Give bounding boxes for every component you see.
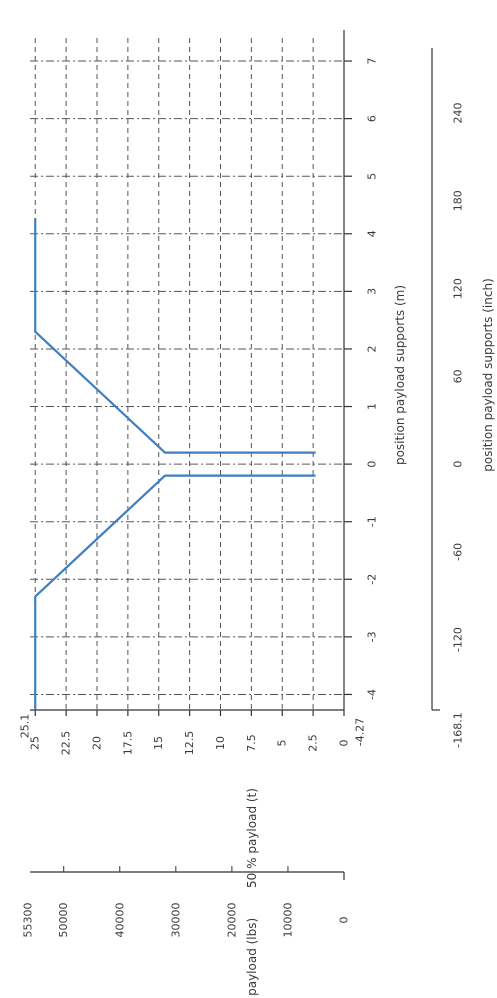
payload-t-tick-label-9: 22.5 (60, 731, 73, 756)
position-tick-label-6: 2 (366, 345, 379, 352)
inch-tick-label-1: -60 (452, 543, 465, 561)
payload-t-tick-label-3: 7.5 (245, 734, 258, 752)
position-tick-label-11: 7 (366, 58, 379, 65)
payload-t-tick-label-7: 17.5 (121, 731, 134, 756)
grid (30, 38, 344, 710)
series-line-0 (34, 474, 316, 710)
lbs-tick-label-4: 40000 (113, 903, 126, 938)
inch-min-label: -168.1 (452, 712, 465, 747)
lbs-max-label: 55300 (22, 903, 35, 938)
inch-tick-label-2: 0 (452, 461, 465, 468)
position-tick-label-10: 6 (366, 115, 379, 122)
lbs-axis-label: 50 % payload (lbs) (245, 918, 259, 998)
lbs-tick-label-0: 0 (338, 917, 351, 924)
lbs-tick-label-3: 30000 (169, 903, 182, 938)
lbs-tick-label-5: 50000 (57, 903, 70, 938)
payload-t-tick-label-10: 25 (29, 736, 42, 750)
position-tick-label-4: 0 (366, 461, 379, 468)
position-tick-label-3: -1 (366, 516, 379, 527)
position-tick-label-0: -4 (366, 689, 379, 700)
position-min-label: -4.27 (354, 718, 367, 746)
position-tick-label-2: -2 (366, 574, 379, 585)
lbs-tick-label-1: 10000 (281, 903, 294, 938)
position-tick-label-9: 5 (366, 173, 379, 180)
payload-t-tick-label-8: 20 (90, 736, 103, 750)
inch-tick-label-6: 240 (452, 103, 465, 124)
payload-t-axis-label: 50 % payload (t) (245, 788, 259, 888)
inch-axis-label: position payload supports (inch) (481, 278, 495, 472)
series-lines (34, 218, 316, 710)
payload-t-tick-label-1: 2.5 (307, 734, 320, 752)
payload-t-tick-label-4: 10 (214, 736, 227, 750)
position-tick-label-1: -3 (366, 631, 379, 642)
position-tick-label-8: 4 (366, 230, 379, 237)
tick-labels: -4 -3 -2 -1 0 1 2 3 4 5 6 7 -4.27 position payload su… (19, 58, 496, 998)
position-tick-label-5: 1 (366, 403, 379, 410)
inch-tick-label-4: 120 (452, 278, 465, 299)
payload-t-tick-label-6: 15 (152, 736, 165, 750)
payload-t-tick-label-0: 0 (338, 740, 351, 747)
lbs-tick-label-2: 20000 (225, 903, 238, 938)
inch-tick-label-3: 60 (452, 369, 465, 383)
position-tick-label-7: 3 (366, 288, 379, 295)
payload-t-max-label: 25.1 (19, 714, 32, 739)
axes (30, 30, 440, 880)
position-m-axis-label: position payload supports (m) (393, 285, 407, 465)
series-line-1 (34, 218, 316, 454)
payload-t-tick-label-5: 12.5 (183, 731, 196, 756)
inch-tick-label-5: 180 (452, 190, 465, 211)
payload-t-tick-label-2: 5 (276, 740, 289, 747)
inch-tick-label-0: -120 (452, 627, 465, 652)
